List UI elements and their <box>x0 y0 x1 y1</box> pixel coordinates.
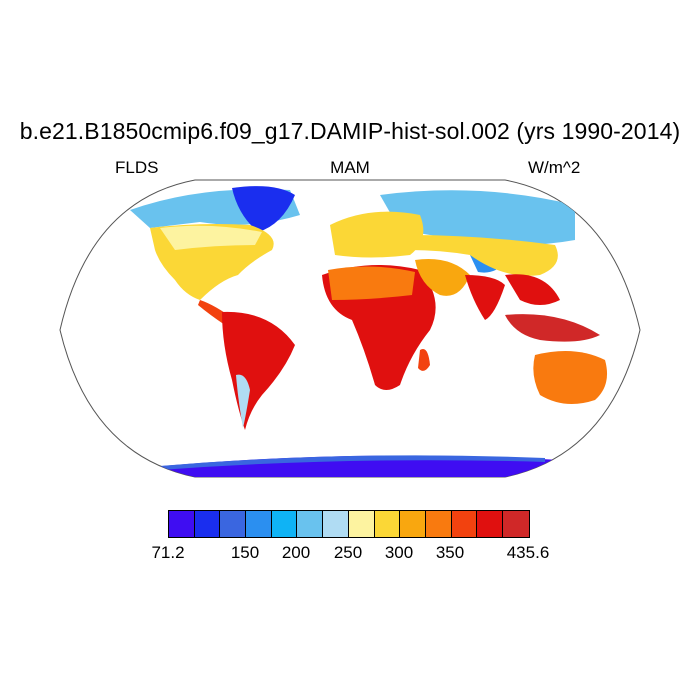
colorbar-swatch <box>477 511 503 537</box>
region-australia <box>533 351 608 404</box>
region-madagascar <box>418 349 430 371</box>
colorbar-swatch <box>323 511 349 537</box>
colorbar-swatch <box>502 511 529 537</box>
region-siberia <box>380 190 575 245</box>
colorbar-swatch <box>246 511 272 537</box>
colorbar-tick: 71.2 <box>151 543 185 562</box>
colorbar-tick: 435.6 <box>506 543 550 562</box>
region-andes <box>236 374 250 428</box>
colorbar-swatch <box>348 511 375 537</box>
colorbar-tick: 350 <box>435 543 465 562</box>
colorbar-swatch <box>400 511 426 537</box>
colorbar-swatch <box>451 511 478 537</box>
units-label: W/m^2 <box>528 158 581 177</box>
colorbar-swatch <box>297 511 324 537</box>
region-indonesia <box>505 314 600 342</box>
colorbar-tick: 150 <box>230 543 260 562</box>
region-se-asia <box>505 274 560 305</box>
variable-label: FLDS <box>115 158 159 177</box>
region-europe <box>330 211 424 258</box>
colorbar-tick: 250 <box>333 543 363 562</box>
region-greenland <box>232 186 295 232</box>
colorbar <box>168 510 530 538</box>
season-label: MAM <box>330 158 370 177</box>
region-canada <box>160 225 262 250</box>
colorbar-swatch <box>169 511 195 537</box>
region-middle-east <box>415 259 470 296</box>
region-antarctica-edge <box>160 455 545 470</box>
colorbar-swatch <box>271 511 298 537</box>
region-sahara <box>328 266 415 300</box>
colorbar-swatch <box>194 511 221 537</box>
colorbar-swatch <box>425 511 452 537</box>
region-india <box>465 275 505 320</box>
colorbar-tick: 300 <box>384 543 414 562</box>
map-title: b.e21.B1850cmip6.f09_g17.DAMIP-hist-sol.… <box>19 118 681 144</box>
region-asia <box>410 235 558 276</box>
colorbar-swatch <box>220 511 247 537</box>
colorbar-swatch <box>374 511 401 537</box>
colorbar-tick: 200 <box>281 543 311 562</box>
